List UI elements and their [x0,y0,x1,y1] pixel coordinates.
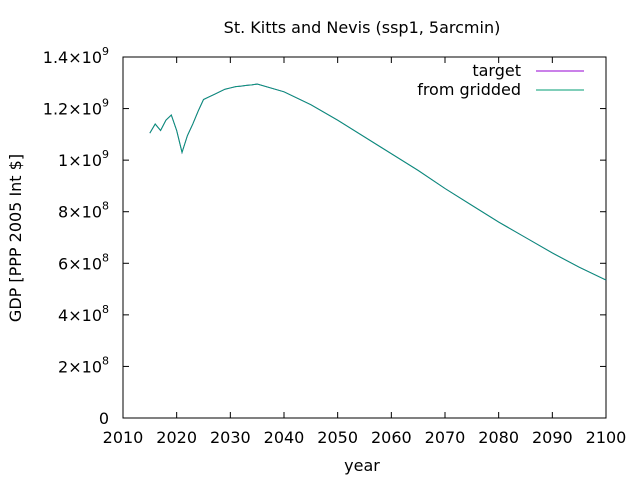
plot-frame [122,56,607,419]
y-tick-base: 1.4×10 [43,48,102,67]
y-tick-base: 2×10 [58,357,102,376]
y-tick-label: 6×108 [58,251,109,273]
y-tick-base: 0 [99,409,109,428]
y-tick-base: 1.2×10 [43,100,102,119]
y-tick-exponent: 9 [102,148,109,161]
x-tick-label: 2040 [264,428,305,447]
y-tick-exponent: 8 [102,354,109,367]
y-tick-label: 8×108 [58,200,109,222]
x-tick-label: 2050 [317,428,358,447]
y-tick-label: 1.2×109 [43,97,109,119]
x-tick-label: 2020 [156,428,197,447]
y-tick-label: 2×108 [58,354,109,376]
y-tick-label: 1.4×109 [43,45,109,67]
y-tick-exponent: 9 [102,97,109,110]
x-tick-label: 2080 [478,428,519,447]
series-line-target [149,83,607,281]
y-tick-exponent: 8 [102,303,109,316]
y-tick-base: 8×10 [58,203,102,222]
chart-title: St. Kitts and Nevis (ssp1, 5arcmin) [224,18,501,37]
x-axis-ticks: 2010 2020 2030 2040 2050 2060 2070 2080 2090 2100 [103,57,627,447]
series-line-from-gridded [149,83,607,281]
x-tick-label: 2090 [532,428,573,447]
x-tick-label: 2010 [103,428,144,447]
y-tick-label: 0 [99,409,109,428]
y-tick-exponent: 8 [102,251,109,264]
x-tick-label: 2070 [425,428,466,447]
y-tick-label: 4×108 [58,303,109,325]
y-axis-title: GDP [PPP 2005 Int $] [6,154,25,322]
y-tick-base: 6×10 [58,254,102,273]
y-tick-exponent: 9 [102,45,109,58]
y-tick-base: 4×10 [58,306,102,325]
x-tick-label: 2060 [371,428,412,447]
x-tick-label: 2030 [210,428,251,447]
y-tick-label: 1×109 [58,148,109,170]
legend-label: target [472,61,521,80]
series-lines [149,83,607,281]
y-tick-base: 1×10 [58,151,102,170]
legend-label: from gridded [417,80,521,99]
x-tick-label: 2100 [586,428,627,447]
x-axis-title: year [344,456,380,475]
y-tick-exponent: 8 [102,200,109,213]
